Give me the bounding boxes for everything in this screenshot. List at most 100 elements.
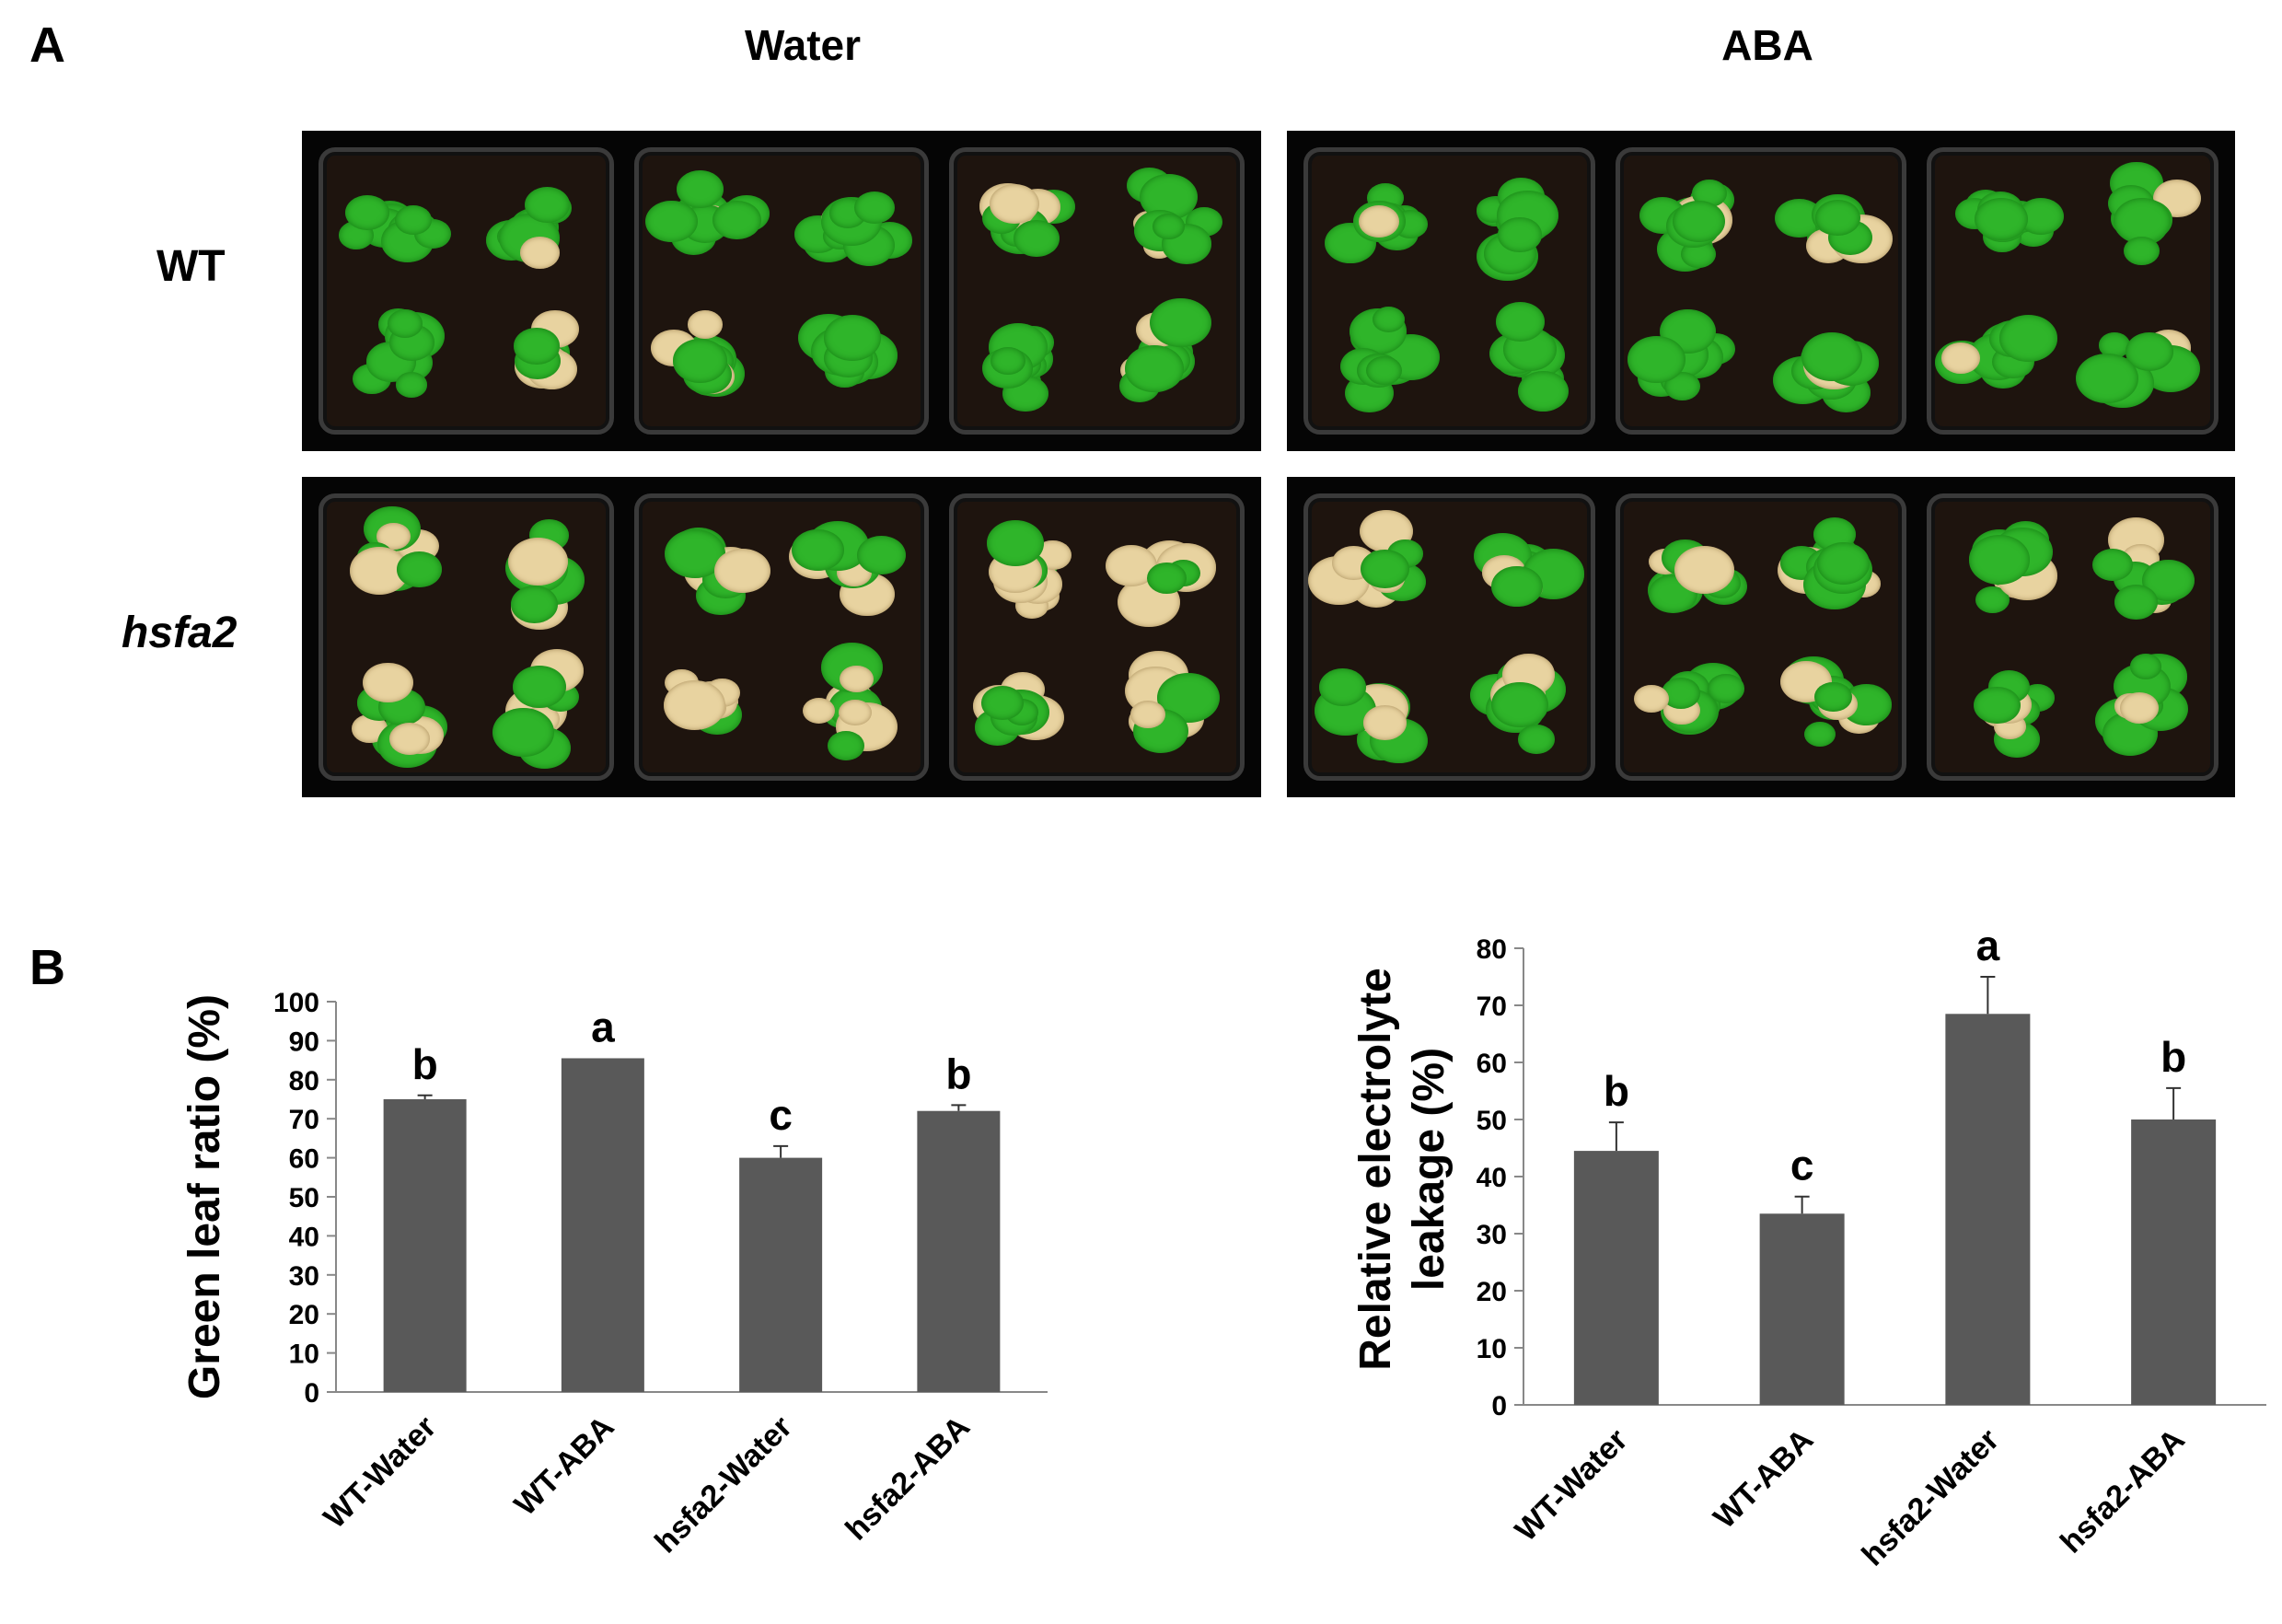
significance-letter: a — [591, 1003, 615, 1050]
y-tick-label: 90 — [289, 1027, 319, 1057]
column-label-water: Water — [744, 21, 862, 69]
leaf — [1361, 549, 1409, 588]
leaf — [1147, 563, 1187, 595]
plant-tray — [1303, 147, 1595, 435]
plant-tray — [633, 147, 930, 435]
leaf — [1974, 687, 2021, 725]
photo-hsfa2-water — [302, 477, 1261, 797]
leaf — [1673, 200, 1726, 243]
bar — [1573, 1151, 1659, 1405]
leaf — [520, 237, 561, 269]
y-tick-label: 30 — [289, 1261, 319, 1292]
panel-label-a: A — [29, 17, 65, 73]
y-tick-label: 40 — [1477, 1163, 1507, 1193]
bar — [917, 1110, 1001, 1392]
significance-letter: c — [1790, 1142, 1814, 1189]
leaf — [2076, 353, 2138, 403]
plant-tray — [319, 147, 614, 435]
y-tick-label: 50 — [1477, 1106, 1507, 1136]
panel-label-b: B — [29, 940, 65, 995]
leaf — [1359, 204, 1400, 238]
leaf — [1495, 302, 1546, 342]
leaf — [363, 662, 413, 703]
y-tick-label: 20 — [1477, 1277, 1507, 1307]
leaf — [2114, 197, 2172, 244]
leaf — [1801, 331, 1862, 381]
leaf — [838, 699, 872, 726]
leaf — [1366, 355, 1403, 386]
leaf — [1968, 535, 2031, 585]
leaf — [1803, 721, 1836, 747]
bar — [1759, 1213, 1845, 1405]
x-tick-label: hsfa2-ABA — [839, 1409, 977, 1548]
x-tick-label: WT-Water — [317, 1409, 443, 1536]
leaf — [857, 535, 907, 574]
significance-letter: b — [2160, 1033, 2186, 1081]
leaf — [1674, 546, 1735, 595]
y-tick-label: 70 — [1477, 992, 1507, 1022]
leaf — [1708, 674, 1744, 703]
leaf — [1372, 306, 1405, 333]
leaf — [511, 586, 559, 624]
column-label-aba: ABA — [1721, 21, 1813, 69]
plant-tray — [1927, 147, 2218, 435]
leaf — [990, 346, 1025, 375]
bar-chart-2: 0 10 20 30 40 50 60 70 80 b WT-Water c WT-ABA a hsfa2-… — [1351, 922, 2266, 1572]
leaf — [1518, 725, 1555, 755]
leaf — [1814, 681, 1853, 713]
leaf — [2124, 236, 2160, 265]
plant-tray — [319, 493, 614, 781]
significance-letter: b — [1604, 1067, 1629, 1115]
y-tick-label: 10 — [289, 1340, 319, 1370]
leaf — [1998, 315, 2057, 362]
leaf — [1498, 216, 1542, 252]
bar — [1945, 1014, 2031, 1405]
y-tick-label: 80 — [289, 1066, 319, 1096]
y-tick-label: 60 — [1477, 1049, 1507, 1079]
photo-hsfa2-aba — [1287, 477, 2235, 797]
leaf — [513, 665, 566, 708]
significance-letter: b — [412, 1040, 438, 1088]
y-tick-label: 60 — [289, 1144, 319, 1175]
leaf — [2120, 691, 2160, 724]
leaf — [387, 309, 423, 339]
leaf — [525, 187, 571, 224]
y-tick-label: 70 — [289, 1105, 319, 1135]
leaf — [345, 194, 390, 231]
leaf — [840, 665, 874, 692]
leaf — [645, 201, 698, 243]
leaf — [397, 551, 442, 587]
leaf — [2129, 654, 2161, 679]
bar-chart-1: 0 10 20 30 40 50 60 70 80 90 100 b WT-Water a WT-ABA c h… — [180, 988, 1048, 1560]
photo-wt-water — [302, 131, 1261, 451]
leaf — [853, 191, 895, 225]
y-tick-label: 80 — [1477, 934, 1507, 965]
leaf — [1517, 370, 1570, 412]
x-tick-label: WT-Water — [1509, 1422, 1635, 1549]
plant-tray — [1927, 493, 2218, 781]
y-tick-label: 30 — [1477, 1220, 1507, 1250]
bar — [2131, 1119, 2217, 1405]
leaf — [1490, 565, 1543, 608]
leaf — [802, 697, 835, 724]
bar — [561, 1058, 644, 1392]
y-tick-label: 0 — [1491, 1391, 1507, 1421]
leaf — [714, 548, 771, 594]
leaf — [507, 537, 568, 586]
y-tick-label: 20 — [289, 1300, 319, 1330]
leaf — [1130, 701, 1166, 729]
leaf — [673, 339, 728, 383]
y-axis-label: leakage (%) — [1405, 1048, 1454, 1291]
y-tick-label: 100 — [273, 988, 319, 1018]
x-tick-label: WT-ABA — [1707, 1422, 1820, 1536]
leaf — [990, 183, 1039, 224]
plant-tray — [1615, 147, 1907, 435]
leaf — [2092, 548, 2134, 581]
x-tick-label: hsfa2-Water — [1855, 1422, 2006, 1573]
leaf — [1125, 345, 1184, 392]
leaf — [712, 200, 761, 239]
significance-letter: a — [1976, 922, 2000, 969]
leaf — [1014, 220, 1060, 257]
plant-tray — [1615, 493, 1907, 781]
